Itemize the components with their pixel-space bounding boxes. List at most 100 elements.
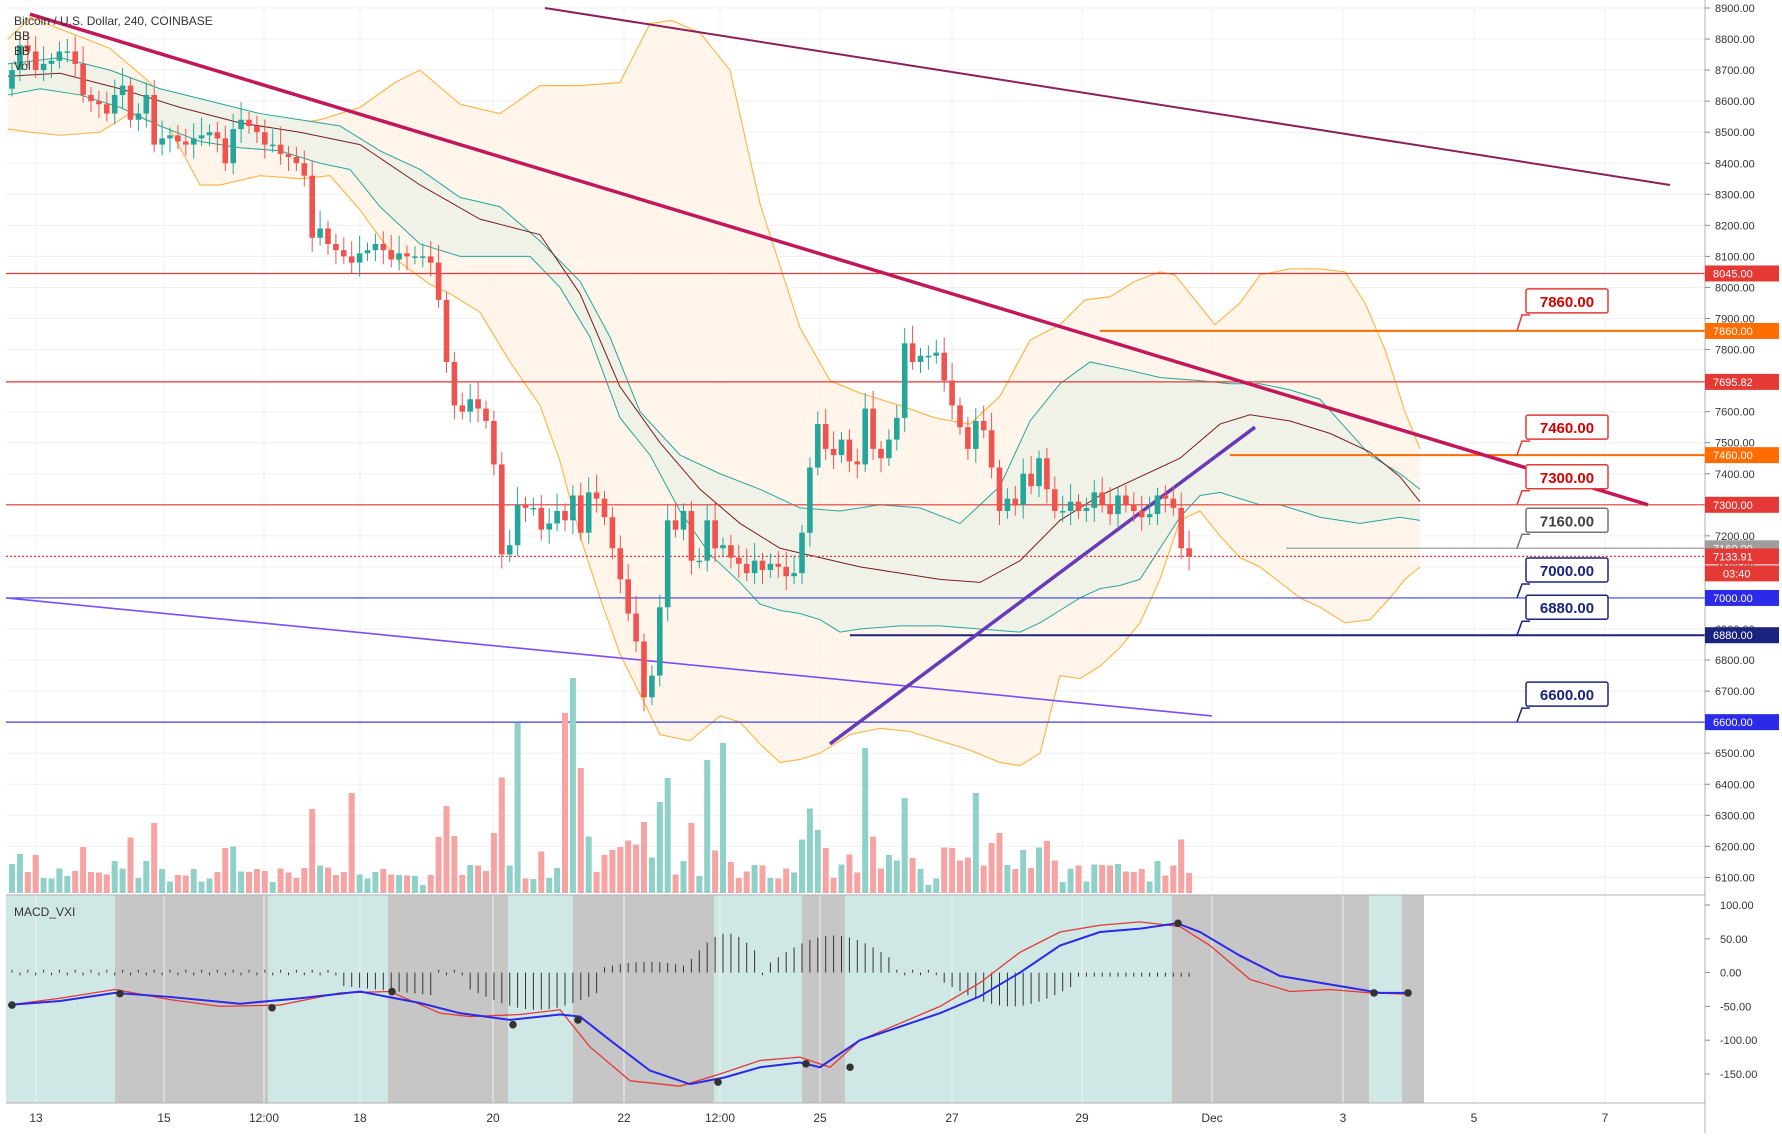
volume-bar [80,847,87,893]
callout-6880.00: 6880.00 [1516,594,1609,636]
candle-body [111,94,118,114]
trendline-descending-main [29,12,1649,507]
volume-bar [1130,872,1137,893]
volume-bar [1178,839,1185,893]
candle-body [815,424,821,468]
price-badge-text: 6600.00 [1713,717,1753,729]
volume-bar [419,885,426,893]
macd-band [573,895,714,1103]
legend-vol: Vol [14,59,31,73]
volume-bar [269,882,276,893]
price-tick-label: 7600.00 [1715,407,1755,419]
macd-signal-line [7,921,1411,1087]
volume-bar [380,869,387,893]
volume-bar [878,868,884,893]
candle-body [854,461,861,465]
macd-cross-dot [388,987,396,996]
candle-body [491,420,497,465]
candle-body [688,511,695,561]
macd-histogram [11,933,1190,1010]
candle-body [175,135,181,142]
macd-tick-label: -150.00 [1720,1069,1757,1081]
candle-body [56,51,63,61]
candle-body [499,464,505,555]
volume-bar [111,861,118,893]
candle-body [965,427,971,449]
volume-bar [609,850,616,893]
price-tick-label: 6800.00 [1715,655,1755,667]
callout-7460.00: 7460.00 [1516,414,1609,456]
countdown-bg [1705,565,1779,582]
candle-body [775,563,782,567]
callout-box [1525,557,1609,583]
candle-body [957,405,963,428]
price-tick-label: 8900.00 [1715,3,1755,15]
volume-bar [846,854,853,893]
volume-bar [64,876,71,893]
callout-pointer [1516,440,1530,456]
candle-body [277,144,284,154]
volume-bar [475,865,482,893]
candle-body [996,467,1003,512]
callout-7000.00: 7000.00 [1516,557,1609,599]
volume-bar [143,861,150,893]
price-tick-label: 6400.00 [1715,779,1755,791]
candle-body [467,399,473,412]
candle-body [593,492,600,499]
chart-legend: Bitcoin / U.S. Dollar, 240, COINBASE BB … [14,14,213,74]
candle-body [530,507,537,510]
callout-box [1525,507,1609,534]
candle-body [578,495,584,533]
volume-bar [514,723,521,893]
price-tick-label: 8100.00 [1715,251,1755,263]
volume-bar [814,830,821,893]
price-badge-text: 7300.00 [1713,500,1753,512]
volume-bar [712,850,719,893]
candle-body [309,175,315,238]
candle-body [672,520,679,530]
volume-bar [230,846,237,893]
callout-text: 7000.00 [1540,563,1594,580]
volume-bar [885,855,892,893]
volume-bar [1186,872,1193,893]
candle-body [1131,504,1137,512]
candle-body [443,299,450,362]
candle-body [1186,548,1192,557]
price-badge-bg [1705,589,1779,606]
trendline-ascending [828,425,1257,746]
volume-bar [917,869,924,893]
candle-body [838,439,845,456]
time-tick-label: 25 [813,1111,827,1125]
volume-bar [1036,847,1042,893]
price-tick-label: 8000.00 [1715,282,1755,294]
callout-box [1525,288,1609,314]
candle-body [9,70,15,89]
candle-body [973,420,979,449]
time-tick-label: 12:00 [705,1111,735,1125]
volume-bar [364,878,371,893]
volume-bar [783,868,790,893]
volume-bar [506,865,513,893]
volume-bar [238,871,245,893]
volume-bar [988,843,995,893]
candle-body [72,51,78,64]
macd-label: MACD_VXI [14,905,76,919]
callout-box [1525,464,1609,490]
volume-bar [348,793,355,893]
volume-bar [119,868,126,893]
candle-body [1154,495,1161,515]
volume-bar [483,871,489,893]
candle-body [451,361,458,406]
candle-body [664,520,671,608]
volume-bar [127,837,134,893]
volume-bar [222,848,229,893]
candle-body [641,641,647,698]
volume-bar [633,844,640,893]
candle-body [736,557,742,564]
volume-bar [277,868,284,893]
candle-body [807,467,813,533]
price-badge-text: 7133.91 [1713,551,1753,563]
candle-body [96,101,102,105]
price-badge-text: 7860.00 [1713,326,1753,338]
